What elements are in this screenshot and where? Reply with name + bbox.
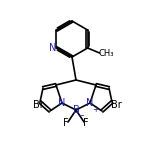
Text: N: N (58, 98, 66, 108)
Text: F: F (83, 118, 89, 128)
Text: Br: Br (111, 100, 121, 110)
Text: N: N (86, 98, 94, 108)
Text: CH₃: CH₃ (99, 48, 114, 57)
Text: −: − (78, 112, 85, 121)
Text: N: N (49, 43, 56, 53)
Text: +: + (92, 105, 98, 114)
Text: F: F (63, 118, 69, 128)
Text: B: B (73, 105, 79, 115)
Text: Br: Br (33, 100, 43, 110)
